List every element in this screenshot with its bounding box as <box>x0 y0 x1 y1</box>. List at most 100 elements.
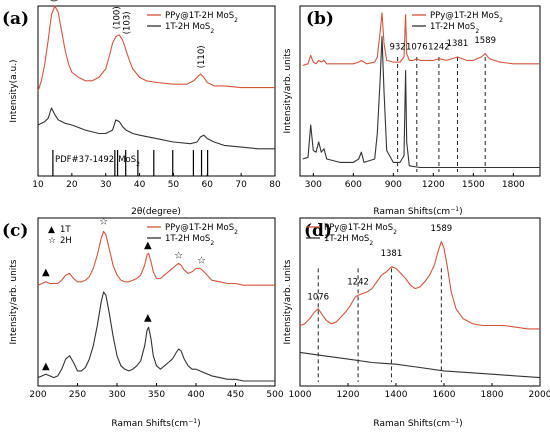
peak-label: (100) <box>113 6 123 29</box>
reference-material: MoS <box>118 155 136 165</box>
x-axis-label: Raman Shifts(cm−1) <box>373 206 462 218</box>
legend-entry: 1T-2H MoS2 <box>324 234 373 247</box>
x-tick-label: 30 <box>100 180 112 190</box>
triangle-marker-icon: ▲ <box>42 267 50 278</box>
x-tick-label: 40 <box>134 180 146 190</box>
plot-frame-d <box>299 217 541 387</box>
legend-entry: 1T-2H MoS2 <box>165 22 214 35</box>
x-tick-label: 1200 <box>422 180 445 190</box>
panel-label-c: (c) <box>2 221 28 241</box>
y-axis-label: Intensity/arb. units <box>283 48 293 133</box>
reference-label: PDF#37-1492 MoS2 <box>55 155 140 168</box>
x-axis-label-tail: ) <box>459 419 463 429</box>
y-axis-label: Intensity/arb. units <box>9 259 19 344</box>
x-axis-label-tail: ) <box>459 207 463 217</box>
x-tick-label: 1500 <box>462 180 485 190</box>
panel-d: 1000 1200 1400 1600 1800 2000 Raman Shifts(cm−… <box>283 217 550 430</box>
legend-entry: PPy@1T-2H MoS2 <box>165 223 238 236</box>
x-tick-label: 60 <box>202 180 214 190</box>
peak-label: 1076 <box>406 43 428 53</box>
x-tick-label: 70 <box>235 180 247 190</box>
triangle-marker-icon: ▲ <box>144 312 152 323</box>
x-tick-label: 200 <box>29 390 46 400</box>
reference-pdf: PDF#37-1492 <box>55 155 114 165</box>
legend-entry-sub: 2 <box>234 229 238 236</box>
legend-entry: PPy@1T-2H MoS2 <box>324 223 397 236</box>
legend-entry-sub: 2 <box>369 240 373 247</box>
legend-entry-name: 1T-2H MoS <box>165 22 210 32</box>
x-tick-label: 300 <box>108 390 125 400</box>
x-axis-label: Raman Shifts(cm−1) <box>111 418 200 430</box>
peak-label: 1589 <box>474 36 496 46</box>
series-line-mos2 <box>302 36 540 169</box>
panel-a: 10 20 30 40 50 60 70 80 2θ(degree) Intensity(a.u.… <box>2 0 281 217</box>
peak-label: 1076 <box>307 293 329 303</box>
x-axis-label-sup: −1 <box>450 206 459 213</box>
x-tick-label: 1400 <box>385 390 408 400</box>
x-tick-label: 900 <box>385 180 402 190</box>
peak-label: (110) <box>197 45 207 68</box>
x-tick-label: 10 <box>32 180 44 190</box>
series-line-ppy-mos2 <box>37 5 275 92</box>
series-line-mos2 <box>37 291 275 382</box>
x-tick-label: 2000 <box>529 390 550 400</box>
x-tick-label: 1800 <box>502 180 525 190</box>
x-tick-label: 250 <box>69 390 86 400</box>
x-tick-label: 1600 <box>433 390 456 400</box>
x-tick-label: 20 <box>66 180 78 190</box>
legend-entry-name: PPy@1T-2H MoS <box>165 223 234 233</box>
legend-entry-sub: 2 <box>475 28 479 35</box>
legend-entry-name: 1T-2H MoS <box>324 234 369 244</box>
legend-entry-name: PPy@1T-2H MoS <box>324 223 393 233</box>
peak-label: 1381 <box>381 249 403 259</box>
legend-entry-sub: 2 <box>393 229 397 236</box>
x-tick-label: 400 <box>187 390 204 400</box>
panel-b: 300 600 900 1200 1500 1800 Raman Shifts(cm−1) I… <box>283 5 541 218</box>
legend-entry-name: PPy@1T-2H MoS <box>430 11 499 21</box>
legend-entry-sub: 2 <box>210 240 214 247</box>
panel-label-d: (d) <box>304 221 332 241</box>
x-tick-label: 600 <box>345 180 362 190</box>
legend-entry: PPy@1T-2H MoS2 <box>165 11 238 24</box>
triangle-marker-icon: ▲ <box>42 361 50 372</box>
series-line-ppy-mos2 <box>37 230 275 286</box>
star-marker-icon: ☆ <box>99 217 108 228</box>
x-axis-label-main: Raman Shifts(cm <box>373 419 450 429</box>
peak-label: 1589 <box>431 224 453 234</box>
series-line-ppy-mos2 <box>299 240 540 330</box>
series-line-mos2 <box>299 351 541 379</box>
legend-entry-sub: 2 <box>210 28 214 35</box>
x-tick-label: 80 <box>269 180 281 190</box>
x-axis-label: 2θ(degree) <box>131 207 181 217</box>
plot-frame-b <box>299 5 541 177</box>
triangle-legend-icon: ▲ <box>48 225 55 235</box>
legend-entry: 1T-2H MoS2 <box>430 22 479 35</box>
x-tick-label: 450 <box>227 390 244 400</box>
x-tick-label: 300 <box>305 180 322 190</box>
peak-label: 1242 <box>347 278 369 288</box>
peak-label: 1242 <box>428 43 450 53</box>
y-axis-label: Intensity(a.u.) <box>9 59 19 122</box>
x-axis-label: Raman Shifts(cm−1) <box>373 418 462 430</box>
y-axis-label: Intensity/arb. units <box>283 259 293 344</box>
plot-frame-c <box>37 217 276 387</box>
star-legend-icon: ☆ <box>48 236 56 246</box>
panel-label-a: (a) <box>2 9 29 29</box>
star-marker-icon: ☆ <box>174 250 183 261</box>
peak-label: (002) <box>50 0 60 2</box>
plot-frame-a <box>37 5 276 177</box>
panel-label-b: (b) <box>306 9 334 29</box>
panel-c: 200 250 300 350 400 450 500 Raman Shifts(cm−1) I… <box>2 217 284 429</box>
x-tick-label: 500 <box>266 390 283 400</box>
marker-legend-label: 2H <box>60 236 72 246</box>
legend-entry: 1T-2H MoS2 <box>165 234 214 247</box>
x-tick-label: 1800 <box>481 390 504 400</box>
legend-entry-sub: 2 <box>499 17 503 24</box>
marker-legend-label: 1T <box>60 225 71 235</box>
series-line-mos2 <box>37 107 275 150</box>
x-axis-label-sup: −1 <box>188 418 197 425</box>
x-tick-label: 1000 <box>289 390 312 400</box>
legend-entry-name: 1T-2H MoS <box>430 22 475 32</box>
triangle-marker-icon: ▲ <box>144 240 152 251</box>
